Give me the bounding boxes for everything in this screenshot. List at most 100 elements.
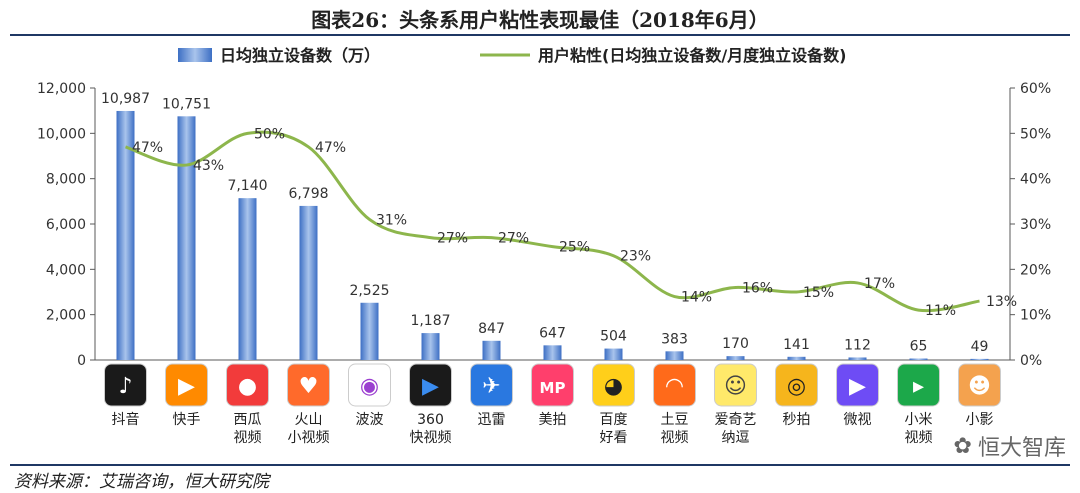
- bar-value-label: 10,987: [101, 91, 150, 107]
- kuaishou-icon: [165, 363, 208, 407]
- category-label: 美拍: [539, 412, 567, 428]
- bar-value-label: 383: [661, 331, 688, 347]
- huoshan-icon-glyph: ♥: [299, 374, 319, 399]
- bar-value-label: 141: [783, 337, 810, 353]
- watermark-text: 恒大智库: [977, 436, 1066, 461]
- line-value-label: 25%: [559, 240, 590, 256]
- category-label: 视频: [234, 430, 262, 446]
- category-label: 抖音: [112, 411, 140, 428]
- line-value-label: 17%: [864, 276, 895, 292]
- line-value-label: 23%: [620, 249, 651, 265]
- category-label: 火山: [295, 412, 323, 428]
- y-right-tick-label: 10%: [1020, 308, 1051, 324]
- bar-value-label: 65: [910, 339, 928, 355]
- line-value-label: 31%: [376, 212, 407, 228]
- bar: [726, 356, 745, 360]
- miaopai-icon: [775, 363, 818, 407]
- bar-value-label: 7,140: [227, 178, 267, 194]
- xiaoying-icon: [958, 363, 1001, 407]
- line-value-label: 47%: [315, 140, 346, 156]
- douyin-icon-glyph: ♪: [118, 374, 132, 399]
- y-right-tick-label: 20%: [1020, 262, 1051, 278]
- category-label: 小影: [966, 412, 994, 428]
- y-right-tick-label: 50%: [1020, 126, 1051, 142]
- xigua-icon: [226, 363, 269, 407]
- line-value-label: 43%: [193, 158, 224, 174]
- bar: [299, 205, 318, 360]
- line-value-label: 27%: [437, 231, 468, 247]
- 360-icon-glyph: ▶: [422, 374, 439, 399]
- y-right-tick-label: 40%: [1020, 172, 1051, 188]
- wechat-icon: ✿: [953, 433, 972, 459]
- y-left-tick-label: 8,000: [46, 172, 86, 188]
- haokan-icon: [592, 363, 635, 407]
- category-label: 好看: [600, 430, 628, 446]
- bar: [482, 340, 501, 360]
- bar-value-label: 1,187: [410, 313, 450, 329]
- xiaomi-icon-glyph: ▸: [913, 374, 924, 399]
- 360-icon: [409, 363, 452, 407]
- y-left-tick-label: 6,000: [46, 217, 86, 233]
- bar: [421, 333, 440, 360]
- weishi-icon: [836, 363, 879, 407]
- bar-value-label: 170: [722, 336, 749, 352]
- legend-bar-label: 日均独立设备数（万）: [220, 46, 380, 65]
- bar: [909, 358, 928, 360]
- category-label: 视频: [905, 430, 933, 446]
- legend-bar-swatch: [178, 48, 212, 62]
- top-rule: [10, 34, 1070, 36]
- category-label: 小米: [905, 412, 933, 428]
- y-right-tick-label: 60%: [1020, 81, 1051, 97]
- watermark: ✿ 恒大智库: [954, 430, 1066, 462]
- y-right-tick-label: 30%: [1020, 217, 1051, 233]
- xunlei-icon: [470, 363, 513, 407]
- category-label: 小视频: [288, 430, 330, 446]
- category-label: 快视频: [410, 430, 452, 446]
- bar: [665, 351, 684, 360]
- series-line: [125, 130, 980, 313]
- bar: [970, 358, 989, 360]
- huoshan-icon: [287, 363, 330, 407]
- weishi-icon-glyph: ▶: [849, 374, 866, 399]
- bar: [787, 356, 806, 360]
- y-left-tick-label: 10,000: [37, 126, 86, 142]
- y-left-tick-label: 0: [77, 353, 86, 369]
- line-value-label: 27%: [498, 231, 529, 247]
- category-label: 纳逗: [722, 430, 750, 446]
- category-label: 360: [417, 412, 444, 428]
- chart: 日均独立设备数（万） 用户粘性(日均独立设备数/月度独立设备数) 0 2,000 4,0…: [37, 46, 1051, 446]
- xigua-icon-glyph: ●: [238, 374, 257, 399]
- category-label: 视频: [661, 430, 689, 446]
- xiaomi-icon: [897, 363, 940, 407]
- line-value-label: 50%: [254, 126, 285, 142]
- category-label: 土豆: [661, 412, 689, 428]
- category-label: 百度: [600, 412, 628, 428]
- line-value-label: 11%: [925, 303, 956, 319]
- bar-value-label: 2,525: [349, 283, 389, 299]
- bar-value-label: 647: [539, 325, 566, 341]
- xunlei-icon-glyph: ✈: [482, 374, 500, 399]
- tudou-icon-glyph: ◠: [666, 374, 683, 399]
- line-value-label: 47%: [132, 140, 163, 156]
- meipai-icon-glyph: MP: [540, 379, 566, 397]
- category-label: 快手: [173, 412, 201, 428]
- y-left-tick-label: 2,000: [46, 308, 86, 324]
- bar: [116, 110, 135, 360]
- bottom-rule: [10, 464, 1070, 466]
- y-right-tick-label: 0%: [1020, 353, 1042, 369]
- bar: [238, 198, 257, 360]
- source-note: 资料来源：艾瑞咨询，恒大研究院: [14, 472, 269, 492]
- category-label: 微视: [844, 412, 872, 428]
- douyin-icon: [104, 363, 147, 407]
- nadou-icon-glyph: ☺: [724, 374, 747, 399]
- bar-value-label: 847: [478, 321, 505, 337]
- nadou-icon: [714, 363, 757, 407]
- miaopai-icon-glyph: ◎: [787, 374, 806, 399]
- bar: [848, 357, 867, 360]
- category-label: 秒拍: [783, 412, 811, 428]
- bar-value-label: 10,751: [162, 96, 211, 112]
- xiaoying-icon-glyph: ☻: [968, 374, 991, 399]
- bar-value-label: 49: [971, 339, 989, 355]
- line-value-label: 16%: [742, 280, 773, 296]
- line-value-label: 13%: [986, 294, 1017, 310]
